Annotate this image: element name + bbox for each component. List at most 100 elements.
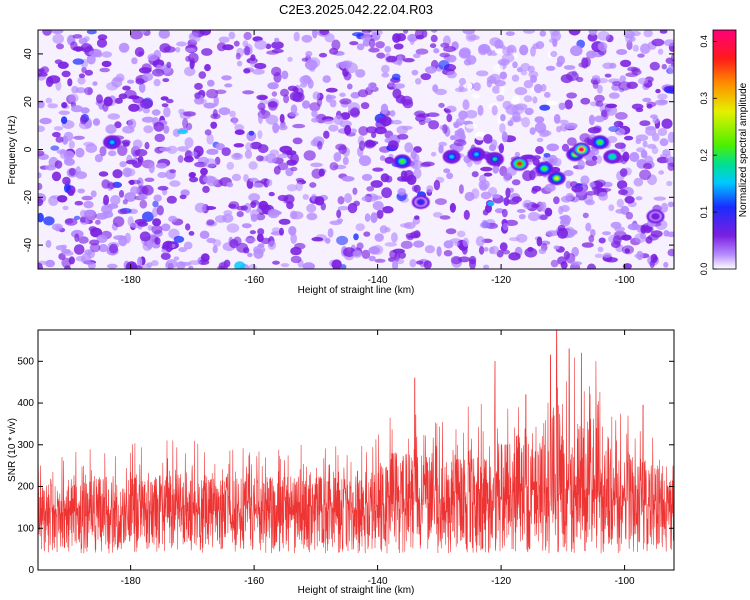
heatmap-cell [224, 83, 233, 88]
snr-y-axis: 0 100 200 300 400 500 [17, 356, 674, 576]
heatmap-cell [257, 144, 269, 154]
heatmap-cell [363, 231, 371, 237]
colorbar-tick-label: 0.0 [699, 263, 709, 276]
heatmap-cell [560, 74, 573, 84]
heatmap-cell [563, 65, 576, 70]
heatmap-cell [290, 246, 302, 256]
heatmap-cell [339, 92, 346, 98]
heatmap-cell [245, 142, 253, 152]
heatmap-cell [409, 35, 415, 45]
heatmap-cell [160, 252, 171, 260]
heatmap-cell [629, 36, 636, 42]
heatmap-cell [62, 205, 69, 211]
heatmap-cell [352, 250, 363, 258]
heatmap-cell [483, 134, 493, 144]
heatmap-cell [501, 53, 515, 63]
heatmap-cell [106, 263, 118, 269]
heatmap-cell [318, 52, 328, 58]
heatmap-cell [604, 73, 612, 78]
heatmap-cell [632, 44, 639, 52]
heatmap-cell [130, 186, 140, 195]
heatmap-cell [56, 43, 64, 50]
heatmap-cell [287, 85, 298, 92]
heatmap-cell [50, 145, 60, 151]
heatmap-cell [80, 107, 90, 114]
heatmap-cell [139, 199, 148, 209]
heatmap-cell [532, 43, 540, 50]
heatmap-cell [240, 205, 248, 211]
heatmap-cell [203, 102, 216, 109]
heatmap-cell [105, 124, 117, 134]
heatmap-cell [502, 46, 515, 56]
heatmap-cell [560, 218, 570, 227]
heatmap-cell [443, 240, 454, 249]
heatmap-cell [581, 242, 594, 248]
heatmap-cell [45, 240, 52, 248]
heatmap-cell [103, 96, 113, 107]
heatmap-cell [560, 195, 572, 203]
heatmap-cell [67, 189, 75, 196]
heatmap-cell [470, 93, 481, 99]
heatmap-cell [499, 85, 505, 95]
heatmap-cell [151, 109, 161, 116]
heatmap-cell [606, 136, 618, 143]
heatmap-cell [596, 78, 608, 84]
heatmap-cell [271, 66, 282, 77]
heatmap-cell [77, 76, 86, 85]
heatmap-cell [72, 34, 83, 39]
heatmap-cell [585, 222, 592, 232]
heatmap-cell [177, 155, 184, 163]
heatmap-cell [64, 218, 74, 224]
x-tick-label: -100 [615, 275, 635, 286]
heatmap-cell [587, 263, 596, 269]
heatmap-cell [302, 194, 309, 200]
heatmap-cell [501, 131, 508, 143]
heatmap-cell [202, 185, 210, 193]
heatmap-cell [99, 146, 107, 157]
heatmap-cell [256, 155, 264, 162]
heatmap-cell [544, 91, 551, 98]
snr-y-label: SNR (10 * v/v) [7, 418, 18, 482]
heatmap-cell [518, 214, 526, 220]
heatmap-cell [38, 72, 48, 77]
heatmap-cell [244, 45, 251, 56]
heatmap-cell [204, 64, 211, 72]
heatmap-cell [402, 58, 415, 63]
heatmap-cell [410, 158, 419, 170]
heatmap-cell [151, 224, 163, 235]
heatmap-cell [83, 200, 94, 209]
heatmap-cell [301, 34, 313, 43]
spectrogram-y-axis: -40 -20 0 20 40 [23, 48, 674, 252]
heatmap-cell [651, 146, 659, 155]
heatmap-cell [135, 78, 145, 85]
heatmap-cell [324, 33, 335, 43]
heatmap-cell [341, 176, 355, 182]
snr-series-line [38, 330, 674, 554]
heatmap-cell [254, 62, 267, 70]
heatmap-cell [55, 245, 67, 251]
heatmap-cell [475, 236, 485, 247]
heatmap-cell [416, 260, 424, 265]
heatmap-feature [609, 154, 615, 159]
heatmap-cell [166, 195, 177, 204]
heatmap-cell [199, 230, 210, 239]
heatmap-cell [48, 195, 59, 206]
heatmap-cell [226, 223, 240, 233]
heatmap-cell [267, 208, 280, 219]
heatmap-cell [539, 104, 551, 111]
heatmap-cell [603, 252, 612, 258]
heatmap-cell [202, 175, 216, 184]
heatmap-cell [449, 202, 456, 213]
heatmap-cell [508, 252, 521, 261]
heatmap-cell [391, 232, 398, 243]
heatmap-cell [532, 155, 541, 160]
heatmap-cell [57, 61, 69, 69]
heatmap-cell [585, 199, 595, 206]
heatmap-cell [75, 171, 88, 180]
heatmap-cell [141, 184, 154, 196]
x-tick-label: -120 [491, 275, 511, 286]
heatmap-cell [594, 179, 606, 187]
heatmap-cell [482, 209, 489, 216]
heatmap-cell [596, 84, 603, 94]
heatmap-cell [657, 48, 664, 55]
